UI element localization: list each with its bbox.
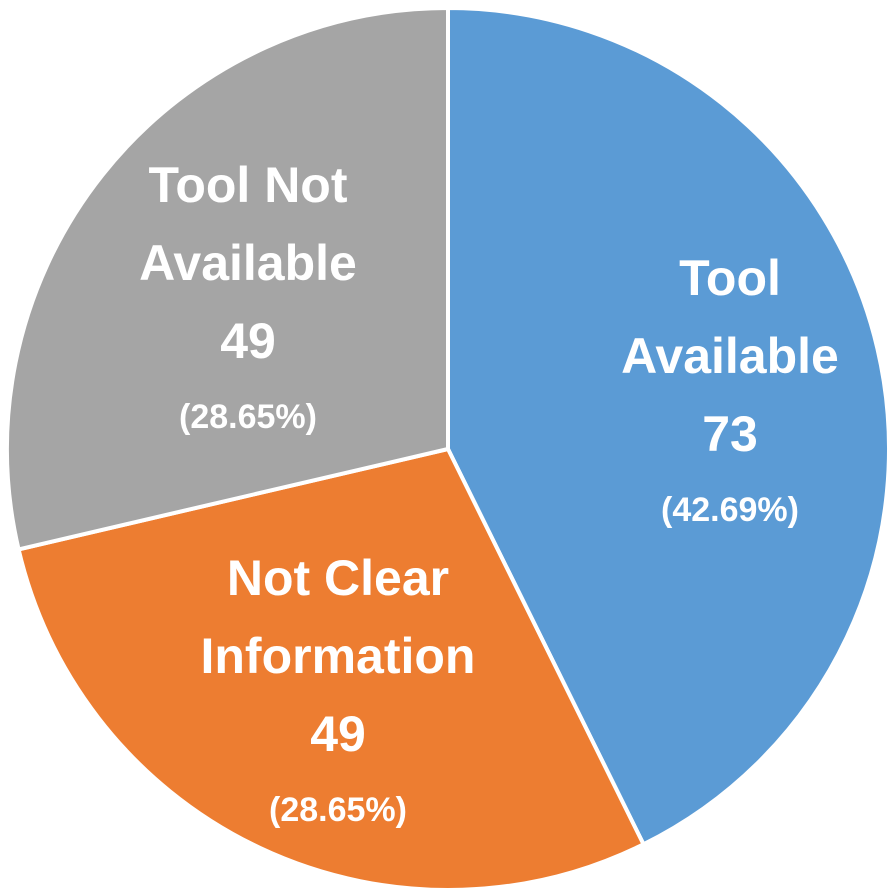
slice-label-name-tool-not-available: Available xyxy=(139,235,357,291)
pie-slice-not-clear-information xyxy=(16,447,646,892)
pie-slices xyxy=(5,6,891,892)
slice-label-name-tool-not-available: Tool Not xyxy=(149,157,348,213)
slice-label-value-tool-available: 73 xyxy=(702,406,758,462)
slice-label-name-not-clear-information: Not Clear xyxy=(227,550,449,606)
slice-label-percent-tool-not-available: (28.65%) xyxy=(179,398,317,436)
slice-label-name-tool-available: Available xyxy=(621,328,839,384)
slice-label-percent-tool-available: (42.69%) xyxy=(661,491,799,529)
slice-label-percent-not-clear-information: (28.65%) xyxy=(269,791,407,829)
slice-label-value-not-clear-information: 49 xyxy=(310,706,366,762)
slice-label-name-not-clear-information: Information xyxy=(201,628,476,684)
slice-label-value-tool-not-available: 49 xyxy=(220,313,276,369)
slice-label-name-tool-available: Tool xyxy=(679,250,781,306)
pie-slice-tool-not-available xyxy=(5,6,450,552)
pie-labels: Tool Available 73 (42.69%) Not Clear Informat… xyxy=(139,157,839,829)
pie-slice-tool-available xyxy=(446,6,891,847)
